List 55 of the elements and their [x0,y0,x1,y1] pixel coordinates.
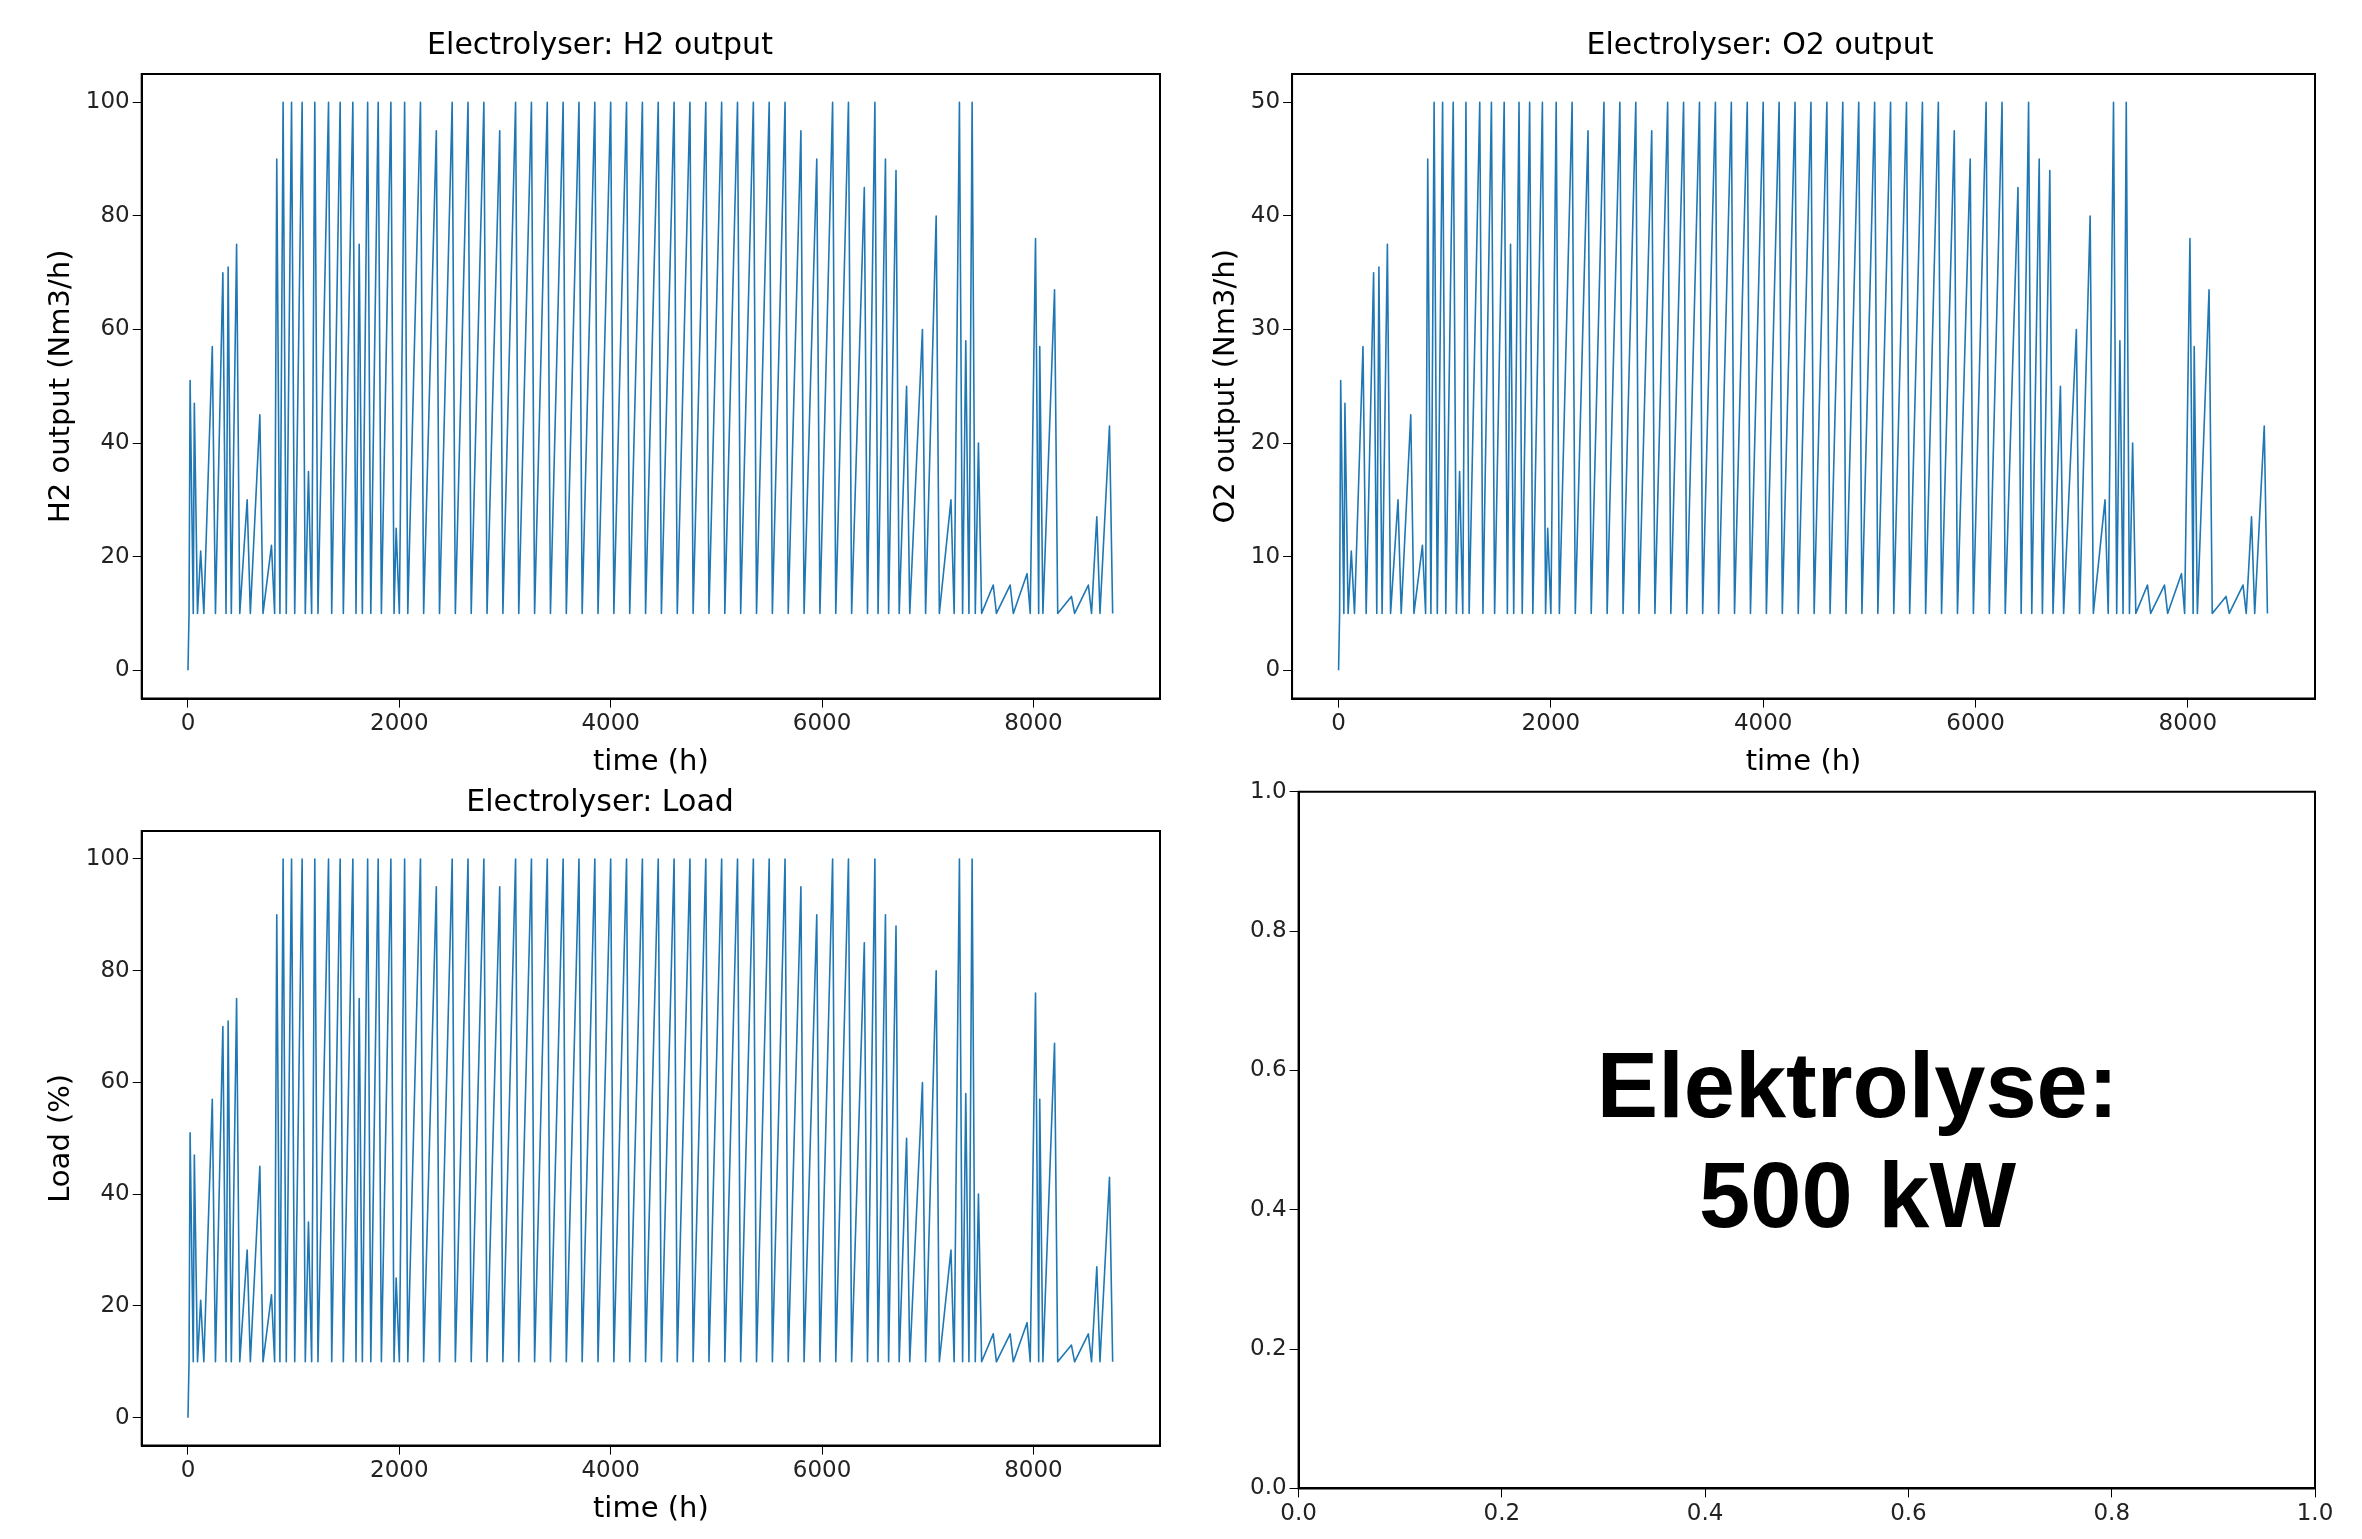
x-tick-label: 0.4 [1686,1499,1724,1526]
x-tick-label: 1.0 [2296,1499,2334,1526]
x-tick-label: 0 [180,1456,196,1483]
x-tick-label: 0.0 [1280,1499,1317,1526]
y-tick-label: 40 [100,1179,130,1206]
x-tick-label: 6000 [792,709,852,736]
x-tick-label: 4000 [581,1456,640,1483]
y-tick-label: 100 [85,87,130,114]
y-tick-label: 30 [1250,314,1281,341]
y-tick-label: 0.6 [1250,1055,1287,1082]
y-tick-label: 80 [100,200,130,227]
x-tick-label: 8000 [1004,709,1063,736]
y-axis-title: H2 output (Nm3/h) [41,249,76,524]
x-axis-title: time (h) [1745,743,1862,778]
chart-title: Electrolyser: H2 output [427,25,774,61]
x-tick-label: 4000 [1733,709,1793,736]
y-tick-label: 40 [1250,200,1281,227]
y-tick-label: 40 [100,428,130,455]
x-tick-label: 8000 [1004,1456,1063,1483]
y-tick-label: 0.4 [1250,1194,1287,1221]
x-tick-label: 0.6 [1890,1499,1927,1526]
y-tick-label: 60 [100,1067,130,1094]
x-tick-label: 6000 [792,1456,852,1483]
y-axis-title: O2 output (Nm3/h) [1206,249,1241,524]
annotation: Elektrolyse: 500 kW [1595,1032,2120,1248]
y-tick-label: 100 [85,843,130,870]
x-tick-label: 0.2 [1483,1499,1521,1526]
y-tick-label: 0 [115,1402,130,1429]
chart-title: Electrolyser: Load [466,782,734,818]
x-tick-label: 0 [1331,709,1346,736]
y-tick-label: 0 [115,655,130,682]
x-tick-label: 8000 [2158,709,2218,736]
x-axis-title: time (h) [592,743,709,778]
y-tick-label: 1.0 [1250,776,1287,803]
y-tick-label: 0.2 [1250,1334,1287,1361]
y-tick-label: 60 [100,314,130,341]
y-tick-label: 80 [100,955,130,982]
x-axis-title: time (h) [592,1490,709,1525]
y-tick-label: 10 [1250,541,1281,568]
x-tick-label: 0 [180,709,196,736]
y-tick-label: 0 [1265,655,1281,682]
x-tick-label: 2000 [370,709,429,736]
x-tick-label: 2000 [370,1456,429,1483]
y-tick-label: 20 [100,1290,130,1317]
x-tick-label: 0.8 [2093,1499,2130,1526]
y-axis-title: Load (%) [41,1073,76,1203]
y-tick-label: 0.0 [1250,1473,1287,1500]
y-tick-label: 20 [1250,428,1281,455]
y-tick-label: 50 [1250,87,1281,114]
x-tick-label: 2000 [1521,709,1581,736]
x-tick-label: 4000 [581,709,640,736]
y-tick-label: 20 [100,541,130,568]
y-tick-label: 0.8 [1250,916,1287,943]
x-tick-label: 6000 [1946,709,2005,736]
chart-title: Electrolyser: O2 output [1586,25,1934,61]
